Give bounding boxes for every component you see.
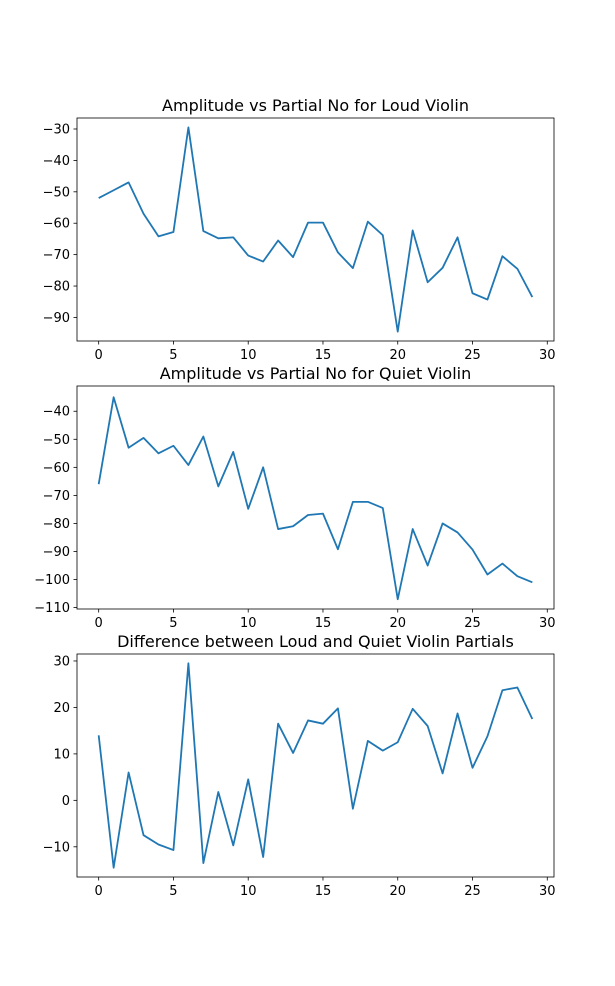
x-tick-label: 30: [539, 348, 556, 363]
y-tick-label: −100: [34, 573, 70, 588]
x-tick-label: 20: [389, 348, 406, 363]
series-line: [98, 126, 534, 333]
axes-frame: [76, 117, 555, 342]
x-tick-label: 10: [240, 348, 257, 363]
x-tick-label: 25: [464, 884, 481, 899]
y-tick-label: −10: [43, 840, 70, 855]
y-tick-label: −30: [43, 122, 70, 137]
y-tick-label: 30: [53, 654, 70, 669]
x-tick-label: 15: [315, 348, 332, 363]
x-tick-label: 15: [315, 884, 332, 899]
axes-frame: [76, 653, 555, 878]
x-tick-label: 30: [539, 884, 556, 899]
y-tick-label: −40: [43, 405, 70, 420]
y-tick-label: −50: [43, 185, 70, 200]
x-tick-label: 25: [464, 616, 481, 631]
axes-frame: [76, 385, 555, 610]
subplot-difference: Difference between Loud and Quiet Violin…: [43, 632, 556, 899]
x-tick-label: 30: [539, 616, 556, 631]
chart-title: Difference between Loud and Quiet Violin…: [117, 632, 514, 651]
y-tick-label: −110: [34, 601, 70, 616]
x-tick-label: 0: [95, 616, 103, 631]
y-tick-label: −90: [43, 311, 70, 326]
x-tick-label: 25: [464, 348, 481, 363]
series-line: [97, 396, 533, 601]
x-tick-label: 10: [240, 616, 257, 631]
chart-title: Amplitude vs Partial No for Loud Violin: [162, 96, 469, 115]
y-tick-label: 0: [62, 794, 70, 809]
y-tick-label: −90: [43, 545, 70, 560]
y-tick-label: −70: [43, 489, 70, 504]
y-tick-label: 20: [53, 701, 70, 716]
y-tick-label: 10: [53, 747, 70, 762]
y-tick-label: −80: [43, 517, 70, 532]
y-tick-label: −80: [43, 280, 70, 295]
y-tick-label: −40: [43, 154, 70, 169]
y-tick-label: −60: [43, 217, 70, 232]
x-tick-label: 5: [169, 348, 177, 363]
y-tick-label: −60: [43, 461, 70, 476]
x-tick-label: 0: [95, 348, 103, 363]
chart-title: Amplitude vs Partial No for Quiet Violin: [160, 364, 472, 383]
x-tick-label: 20: [389, 884, 406, 899]
x-tick-label: 5: [169, 616, 177, 631]
x-tick-label: 20: [389, 616, 406, 631]
y-tick-label: −70: [43, 248, 70, 263]
series-line: [97, 662, 534, 869]
x-tick-label: 5: [169, 884, 177, 899]
x-tick-label: 10: [240, 884, 257, 899]
y-tick-label: −50: [43, 433, 70, 448]
x-tick-label: 15: [315, 616, 332, 631]
x-tick-label: 0: [95, 884, 103, 899]
subplot-loud-violin: Amplitude vs Partial No for Loud Violin …: [43, 96, 556, 363]
subplot-quiet-violin: Amplitude vs Partial No for Quiet Violin…: [34, 364, 555, 631]
